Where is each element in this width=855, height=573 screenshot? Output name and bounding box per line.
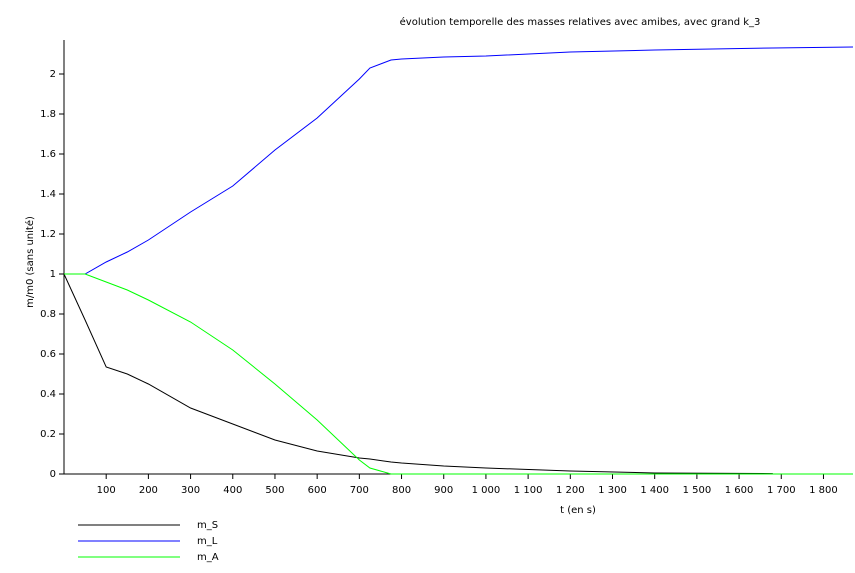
series-line — [63, 273, 773, 475]
x-axis-label: t (en s) — [560, 505, 596, 516]
legend-label: m_L — [197, 536, 218, 547]
x-tick-label: 200 — [139, 485, 158, 496]
x-tick-label: 700 — [350, 485, 369, 496]
y-tick-label: 1 — [50, 269, 56, 280]
series-line — [64, 273, 853, 475]
series-line — [64, 46, 854, 275]
y-tick-label: 1.4 — [40, 189, 56, 200]
x-tick-label: 900 — [434, 485, 453, 496]
y-tick-label: 1.6 — [40, 149, 56, 160]
x-tick-label: 1 200 — [556, 485, 585, 496]
x-tick-label: 600 — [308, 485, 327, 496]
y-tick-label: 2 — [50, 69, 56, 80]
x-tick-label: 800 — [392, 485, 411, 496]
x-tick-label: 1 300 — [598, 485, 627, 496]
x-tick-label: 1 700 — [767, 485, 796, 496]
y-tick-label: 1.8 — [40, 109, 56, 120]
x-tick-label: 400 — [223, 485, 242, 496]
x-tick-label: 1 600 — [725, 485, 754, 496]
chart-title: évolution temporelle des masses relative… — [400, 16, 761, 28]
x-tick-label: 1 400 — [640, 485, 669, 496]
y-tick-label: 0.4 — [40, 389, 56, 400]
x-tick-label: 500 — [265, 485, 284, 496]
x-tick-label: 1 000 — [472, 485, 501, 496]
x-tick-label: 100 — [97, 485, 116, 496]
y-tick-label: 0.8 — [40, 309, 56, 320]
x-tick-label: 1 100 — [514, 485, 543, 496]
x-tick-label: 1 800 — [809, 485, 838, 496]
y-tick-label: 1.2 — [40, 229, 56, 240]
x-tick-label: 1 500 — [683, 485, 712, 496]
legend-label: m_S — [197, 520, 218, 531]
y-tick-label: 0.6 — [40, 349, 56, 360]
legend-label: m_A — [197, 552, 219, 563]
y-tick-label: 0.2 — [40, 429, 56, 440]
y-tick-label: 0 — [50, 469, 56, 480]
y-axis-label: m/m0 (sans unité) — [24, 216, 36, 308]
x-tick-label: 300 — [181, 485, 200, 496]
